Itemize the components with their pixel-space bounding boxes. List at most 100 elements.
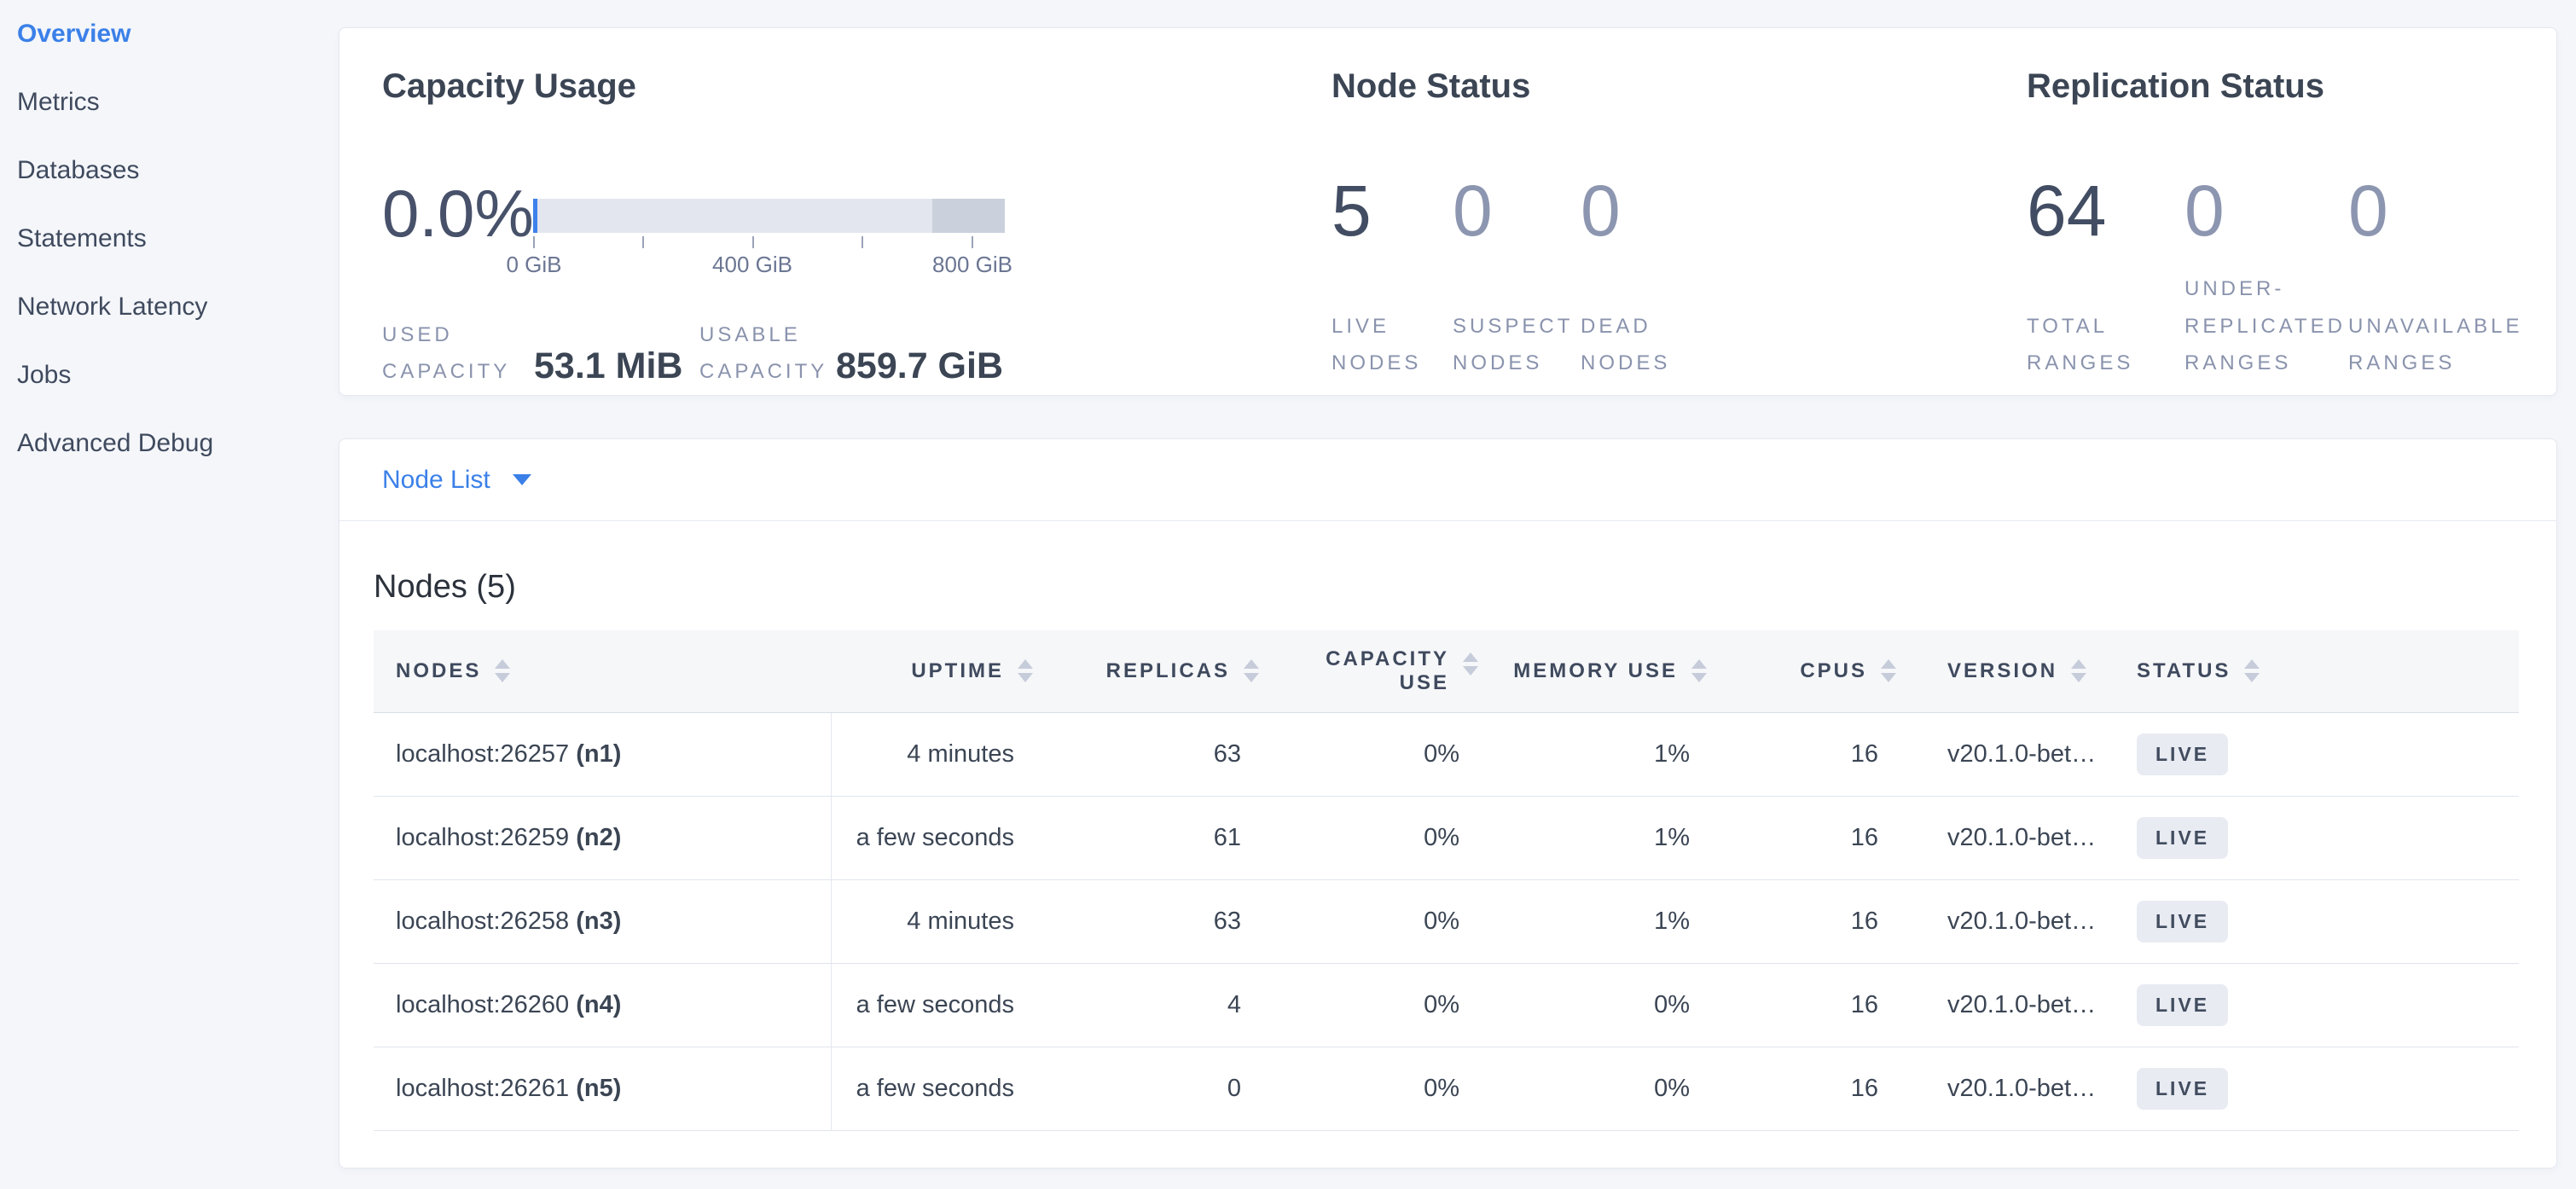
live-nodes-value: 5	[1332, 171, 1372, 251]
sort-icon[interactable]	[495, 659, 511, 683]
memory-use-cell: 0%	[1478, 963, 1707, 1047]
capacity-usage-title: Capacity Usage	[382, 67, 636, 105]
status-badge: LIVE	[2137, 983, 2229, 1026]
cluster-summary-card: Capacity Usage 0.0% 0 GiB 400 GiB 800 Gi…	[339, 27, 2557, 396]
suspect-nodes-value: 0	[1453, 171, 1493, 251]
replicas-cell: 0	[1033, 1047, 1259, 1131]
memory-use-cell: 1%	[1478, 712, 1707, 797]
replicas-cell: 4	[1033, 963, 1259, 1047]
column-header-nodes[interactable]: NODES	[374, 630, 831, 713]
column-header-status[interactable]: STATUS	[2116, 630, 2519, 713]
node-row-n1[interactable]: localhost:26257 (n1) 4 minutes 63 0% 1% …	[374, 712, 2519, 797]
capacity-use-cell: 0%	[1259, 712, 1478, 797]
sidebar-item-network-latency[interactable]: Network Latency	[17, 293, 208, 321]
sort-icon[interactable]	[1881, 659, 1896, 683]
under-replicated-ranges-stat: 0 UNDER-REPLICATED RANGES	[2184, 28, 2348, 397]
memory-use-cell: 1%	[1478, 879, 1707, 964]
sort-icon[interactable]	[1018, 659, 1033, 683]
node-address-cell: localhost:26260 (n4)	[374, 963, 832, 1047]
memory-use-cell: 1%	[1478, 796, 1707, 880]
column-header-memory-use[interactable]: MEMORY USE	[1478, 630, 1707, 713]
under-replicated-ranges-label: UNDER-REPLICATED RANGES	[2184, 277, 2346, 374]
capacity-bar-used-segment	[533, 199, 537, 233]
node-row-n3[interactable]: localhost:26258 (n3) 4 minutes 63 0% 1% …	[374, 879, 2519, 964]
uptime-cell: a few seconds	[831, 963, 1033, 1047]
replicas-cell: 61	[1033, 796, 1259, 880]
column-header-cpus[interactable]: CPUS	[1707, 630, 1896, 713]
dead-nodes-value: 0	[1581, 171, 1621, 251]
total-ranges-value: 64	[2027, 171, 2107, 251]
unavailable-ranges-value: 0	[2348, 171, 2388, 251]
nodes-table: NODES UPTIME REPLICAS CAPACITY USE MEMOR…	[374, 630, 2519, 1131]
sidebar-item-metrics[interactable]: Metrics	[17, 88, 100, 116]
used-capacity-value: 53.1 MiB	[534, 345, 683, 386]
capacity-percent-value: 0.0%	[382, 176, 534, 251]
sidebar-item-statements[interactable]: Statements	[17, 224, 147, 252]
version-cell: v20.1.0-bet…	[1896, 879, 2116, 964]
axis-tick	[533, 236, 535, 248]
uptime-cell: 4 minutes	[831, 712, 1033, 797]
live-nodes-label: LIVE NODES	[1332, 314, 1422, 374]
node-address-cell: localhost:26261 (n5)	[374, 1047, 832, 1131]
capacity-bar-reserved-segment	[932, 199, 1005, 233]
version-cell: v20.1.0-bet…	[1896, 963, 2116, 1047]
replicas-cell: 63	[1033, 879, 1259, 964]
axis-tick-label-800: 800 GiB	[932, 252, 1012, 277]
cpus-cell: 16	[1707, 796, 1896, 880]
axis-tick	[862, 236, 863, 248]
axis-tick-label-400: 400 GiB	[712, 252, 792, 277]
status-cell: LIVE	[2116, 963, 2519, 1047]
sort-icon[interactable]	[1691, 659, 1707, 683]
status-cell: LIVE	[2116, 1047, 2519, 1131]
suspect-nodes-stat: 0 SUSPECT NODES	[1453, 28, 1581, 397]
node-list-dropdown-label: Node List	[382, 465, 490, 494]
uptime-cell: a few seconds	[831, 1047, 1033, 1131]
axis-tick	[752, 236, 754, 248]
status-cell: LIVE	[2116, 712, 2519, 797]
under-replicated-ranges-value: 0	[2184, 171, 2225, 251]
uptime-cell: a few seconds	[831, 796, 1033, 880]
replicas-cell: 63	[1033, 712, 1259, 797]
node-list-dropdown[interactable]: Node List	[339, 439, 2556, 521]
capacity-use-cell: 0%	[1259, 1047, 1478, 1131]
sidebar-item-advanced-debug[interactable]: Advanced Debug	[17, 429, 214, 457]
capacity-use-cell: 0%	[1259, 963, 1478, 1047]
version-cell: v20.1.0-bet…	[1896, 1047, 2116, 1131]
sort-icon[interactable]	[2071, 659, 2087, 683]
live-nodes-stat: 5 LIVE NODES	[1332, 28, 1453, 397]
sort-icon[interactable]	[1244, 659, 1259, 683]
unavailable-ranges-label: UNAVAILABLE RANGES	[2348, 314, 2523, 374]
column-header-version[interactable]: VERSION	[1896, 630, 2116, 713]
node-status-title: Node Status	[1332, 67, 1531, 105]
usable-capacity-value: 859.7 GiB	[836, 345, 1003, 386]
node-row-n2[interactable]: localhost:26259 (n2) a few seconds 61 0%…	[374, 796, 2519, 880]
uptime-cell: 4 minutes	[831, 879, 1033, 964]
axis-tick-label-0: 0 GiB	[506, 252, 562, 277]
column-header-capacity-use[interactable]: CAPACITY USE	[1259, 630, 1478, 713]
sort-icon[interactable]	[2244, 659, 2260, 683]
used-capacity-label: USED CAPACITY	[382, 323, 511, 384]
node-row-n5[interactable]: localhost:26261 (n5) a few seconds 0 0% …	[374, 1047, 2519, 1131]
version-cell: v20.1.0-bet…	[1896, 796, 2116, 880]
total-ranges-label: TOTAL RANGES	[2027, 314, 2134, 374]
column-header-uptime[interactable]: UPTIME	[831, 630, 1033, 713]
sidebar-item-databases[interactable]: Databases	[17, 156, 140, 184]
version-cell: v20.1.0-bet…	[1896, 712, 2116, 797]
node-row-n4[interactable]: localhost:26260 (n4) a few seconds 4 0% …	[374, 963, 2519, 1047]
node-address-cell: localhost:26257 (n1)	[374, 712, 832, 797]
suspect-nodes-label: SUSPECT NODES	[1453, 314, 1573, 374]
usable-capacity-label: USABLE CAPACITY	[699, 323, 828, 384]
axis-tick	[642, 236, 644, 248]
status-badge: LIVE	[2137, 816, 2229, 859]
sort-icon[interactable]	[1463, 652, 1478, 676]
sidebar-item-jobs[interactable]: Jobs	[17, 361, 72, 389]
sidebar-item-overview[interactable]: Overview	[17, 20, 131, 48]
nodes-table-title: Nodes (5)	[374, 569, 516, 605]
status-cell: LIVE	[2116, 796, 2519, 880]
status-badge: LIVE	[2137, 733, 2229, 775]
column-header-replicas[interactable]: REPLICAS	[1033, 630, 1259, 713]
cpus-cell: 16	[1707, 879, 1896, 964]
chevron-down-icon	[512, 474, 531, 485]
sidebar: Overview Metrics Databases Statements Ne…	[0, 0, 339, 478]
status-badge: LIVE	[2137, 1067, 2229, 1110]
